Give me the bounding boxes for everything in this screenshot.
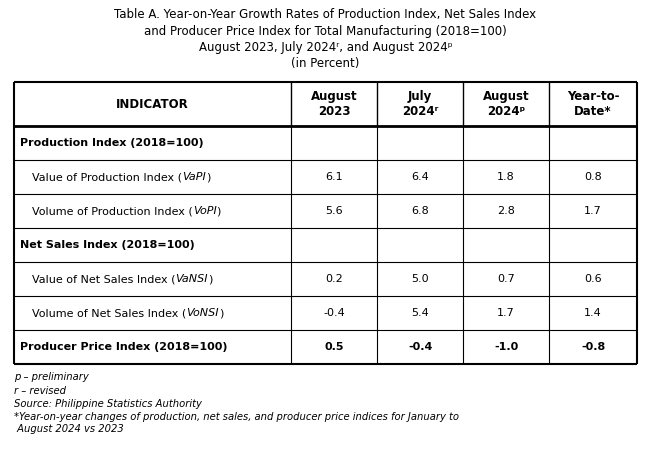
Text: VaNSI: VaNSI — [176, 274, 208, 284]
Text: 0.6: 0.6 — [584, 274, 602, 284]
Text: Producer Price Index (2018=100): Producer Price Index (2018=100) — [20, 342, 227, 352]
Text: -0.8: -0.8 — [581, 342, 605, 352]
Text: 2.8: 2.8 — [497, 206, 515, 216]
Text: 1.8: 1.8 — [497, 172, 515, 182]
Text: and Producer Price Index for Total Manufacturing (2018=100): and Producer Price Index for Total Manuf… — [144, 24, 507, 37]
Text: 0.2: 0.2 — [326, 274, 343, 284]
Text: VaPI: VaPI — [182, 172, 206, 182]
Text: Net Sales Index (2018=100): Net Sales Index (2018=100) — [20, 240, 195, 250]
Text: 5.4: 5.4 — [411, 308, 429, 318]
Text: *Year-on-year changes of production, net sales, and producer price indices for J: *Year-on-year changes of production, net… — [14, 413, 459, 434]
Text: Source: Philippine Statistics Authority: Source: Philippine Statistics Authority — [14, 399, 202, 409]
Text: Volume of Net Sales Index (: Volume of Net Sales Index ( — [32, 308, 186, 318]
Text: ): ) — [208, 274, 212, 284]
Text: July
2024ʳ: July 2024ʳ — [402, 90, 438, 118]
Text: Volume of Production Index (: Volume of Production Index ( — [32, 206, 193, 216]
Text: 1.7: 1.7 — [497, 308, 515, 318]
Text: 5.6: 5.6 — [326, 206, 343, 216]
Text: ): ) — [217, 206, 221, 216]
Text: 1.4: 1.4 — [584, 308, 602, 318]
Text: ): ) — [219, 308, 223, 318]
Text: 6.8: 6.8 — [411, 206, 429, 216]
Text: August
2024ᵖ: August 2024ᵖ — [483, 90, 529, 118]
Text: r – revised: r – revised — [14, 386, 66, 396]
Text: 6.4: 6.4 — [411, 172, 429, 182]
Text: 0.5: 0.5 — [324, 342, 344, 352]
Text: Year-to-
Date*: Year-to- Date* — [567, 90, 619, 118]
Text: August 2023, July 2024ʳ, and August 2024ᵖ: August 2023, July 2024ʳ, and August 2024… — [199, 41, 452, 54]
Text: VoNSI: VoNSI — [186, 308, 219, 318]
Text: August
2023: August 2023 — [311, 90, 357, 118]
Text: Value of Production Index (: Value of Production Index ( — [32, 172, 182, 182]
Text: 0.7: 0.7 — [497, 274, 515, 284]
Text: -0.4: -0.4 — [408, 342, 432, 352]
Text: INDICATOR: INDICATOR — [117, 97, 189, 110]
Text: Table A. Year-on-Year Growth Rates of Production Index, Net Sales Index: Table A. Year-on-Year Growth Rates of Pr… — [115, 8, 536, 21]
Text: ): ) — [206, 172, 210, 182]
Text: Production Index (2018=100): Production Index (2018=100) — [20, 138, 204, 148]
Text: VoPI: VoPI — [193, 206, 217, 216]
Text: 1.7: 1.7 — [584, 206, 602, 216]
Text: 6.1: 6.1 — [326, 172, 343, 182]
Text: 5.0: 5.0 — [411, 274, 429, 284]
Text: p – preliminary: p – preliminary — [14, 372, 89, 382]
Text: 0.8: 0.8 — [584, 172, 602, 182]
Text: -0.4: -0.4 — [324, 308, 345, 318]
Text: (in Percent): (in Percent) — [291, 57, 360, 70]
Text: -1.0: -1.0 — [494, 342, 518, 352]
Text: Value of Net Sales Index (: Value of Net Sales Index ( — [32, 274, 176, 284]
